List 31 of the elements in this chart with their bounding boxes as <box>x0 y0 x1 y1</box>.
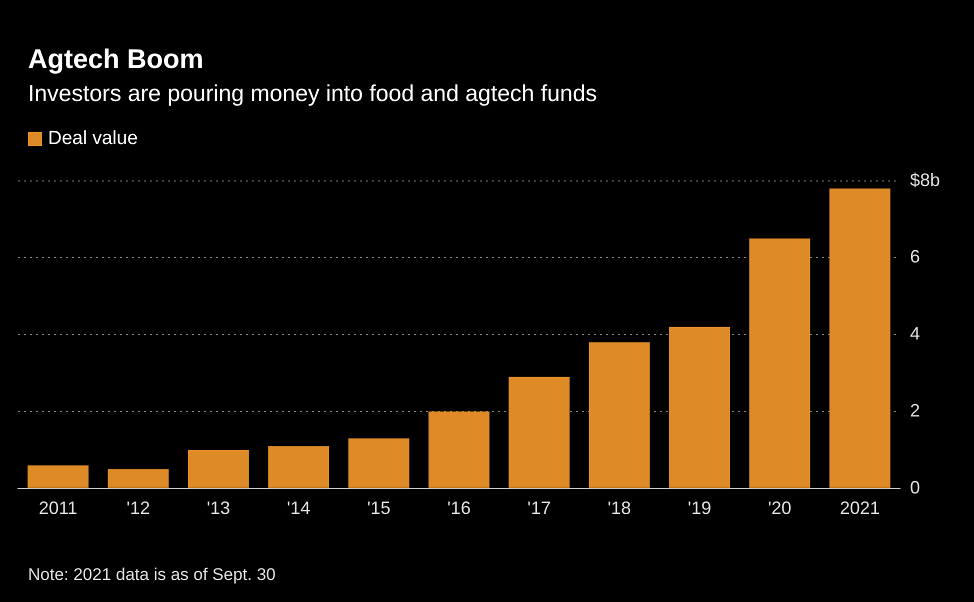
x-tick-label: '17 <box>527 498 551 518</box>
legend-label: Deal value <box>48 128 138 150</box>
x-tick-label: '15 <box>367 498 391 518</box>
bar <box>108 469 169 488</box>
bar <box>188 450 249 488</box>
y-tick-label: 0 <box>910 477 920 498</box>
chart-title: Agtech Boom <box>28 44 204 75</box>
bar <box>669 326 730 488</box>
x-tick-label: '20 <box>768 498 792 518</box>
x-tick-label: '14 <box>286 498 310 518</box>
text: Note: 2021 data is as of Sept. 30 <box>28 565 276 585</box>
bar <box>508 376 570 488</box>
y-tick-label: 4 <box>910 324 920 344</box>
x-tick-label: '19 <box>688 498 712 518</box>
y-tick-label: $8b <box>910 170 940 190</box>
y-tick-label: 2 <box>910 400 920 420</box>
bar <box>829 188 890 488</box>
x-tick-label: 2021 <box>840 498 880 518</box>
chart-subtitle: Investors are pouring money into food and agtech funds <box>28 80 597 107</box>
bar <box>588 342 650 488</box>
bar <box>268 446 330 488</box>
bar <box>28 465 89 488</box>
x-tick-label: '16 <box>447 498 471 518</box>
x-tick-label: '18 <box>608 498 632 518</box>
bar <box>428 412 490 488</box>
x-tick-label: '12 <box>126 498 150 518</box>
bar <box>348 438 410 488</box>
y-tick-label: 6 <box>910 246 920 267</box>
x-tick-label: 2011 <box>38 498 78 518</box>
bar <box>749 238 810 488</box>
x-tick-label: '13 <box>206 498 230 518</box>
